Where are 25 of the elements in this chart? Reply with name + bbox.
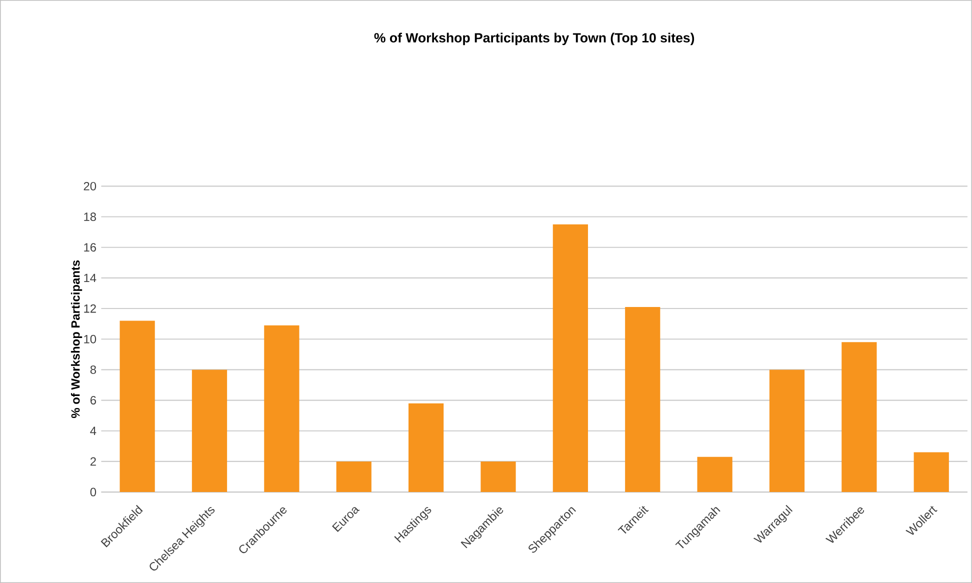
bar xyxy=(408,403,444,492)
bar xyxy=(552,224,588,492)
bar xyxy=(120,320,155,492)
bar xyxy=(769,370,805,492)
y-tick-label: 6 xyxy=(90,396,96,404)
y-tick-label: 18 xyxy=(84,212,96,221)
y-tick-label: 8 xyxy=(90,365,96,374)
y-tick-label: 4 xyxy=(90,426,96,435)
bar xyxy=(914,452,949,492)
chart-title: % of Workshop Participants by Town (Top 10 sites) xyxy=(374,32,694,46)
y-tick-label: 0 xyxy=(90,488,96,496)
bar xyxy=(192,370,228,492)
y-tick-label: 20 xyxy=(84,182,96,190)
bar xyxy=(336,461,372,492)
bar xyxy=(625,306,660,492)
y-tick-label: 14 xyxy=(84,274,96,282)
bar xyxy=(480,461,516,492)
bar xyxy=(697,456,732,492)
y-tick-label: 12 xyxy=(84,304,96,313)
y-axis-title: % of Workshop Participants xyxy=(70,260,82,418)
bar xyxy=(264,325,300,492)
bar xyxy=(842,342,877,492)
y-tick-label: 16 xyxy=(84,243,96,252)
y-tick-label: 10 xyxy=(84,334,96,344)
y-tick-label: 2 xyxy=(90,457,96,466)
